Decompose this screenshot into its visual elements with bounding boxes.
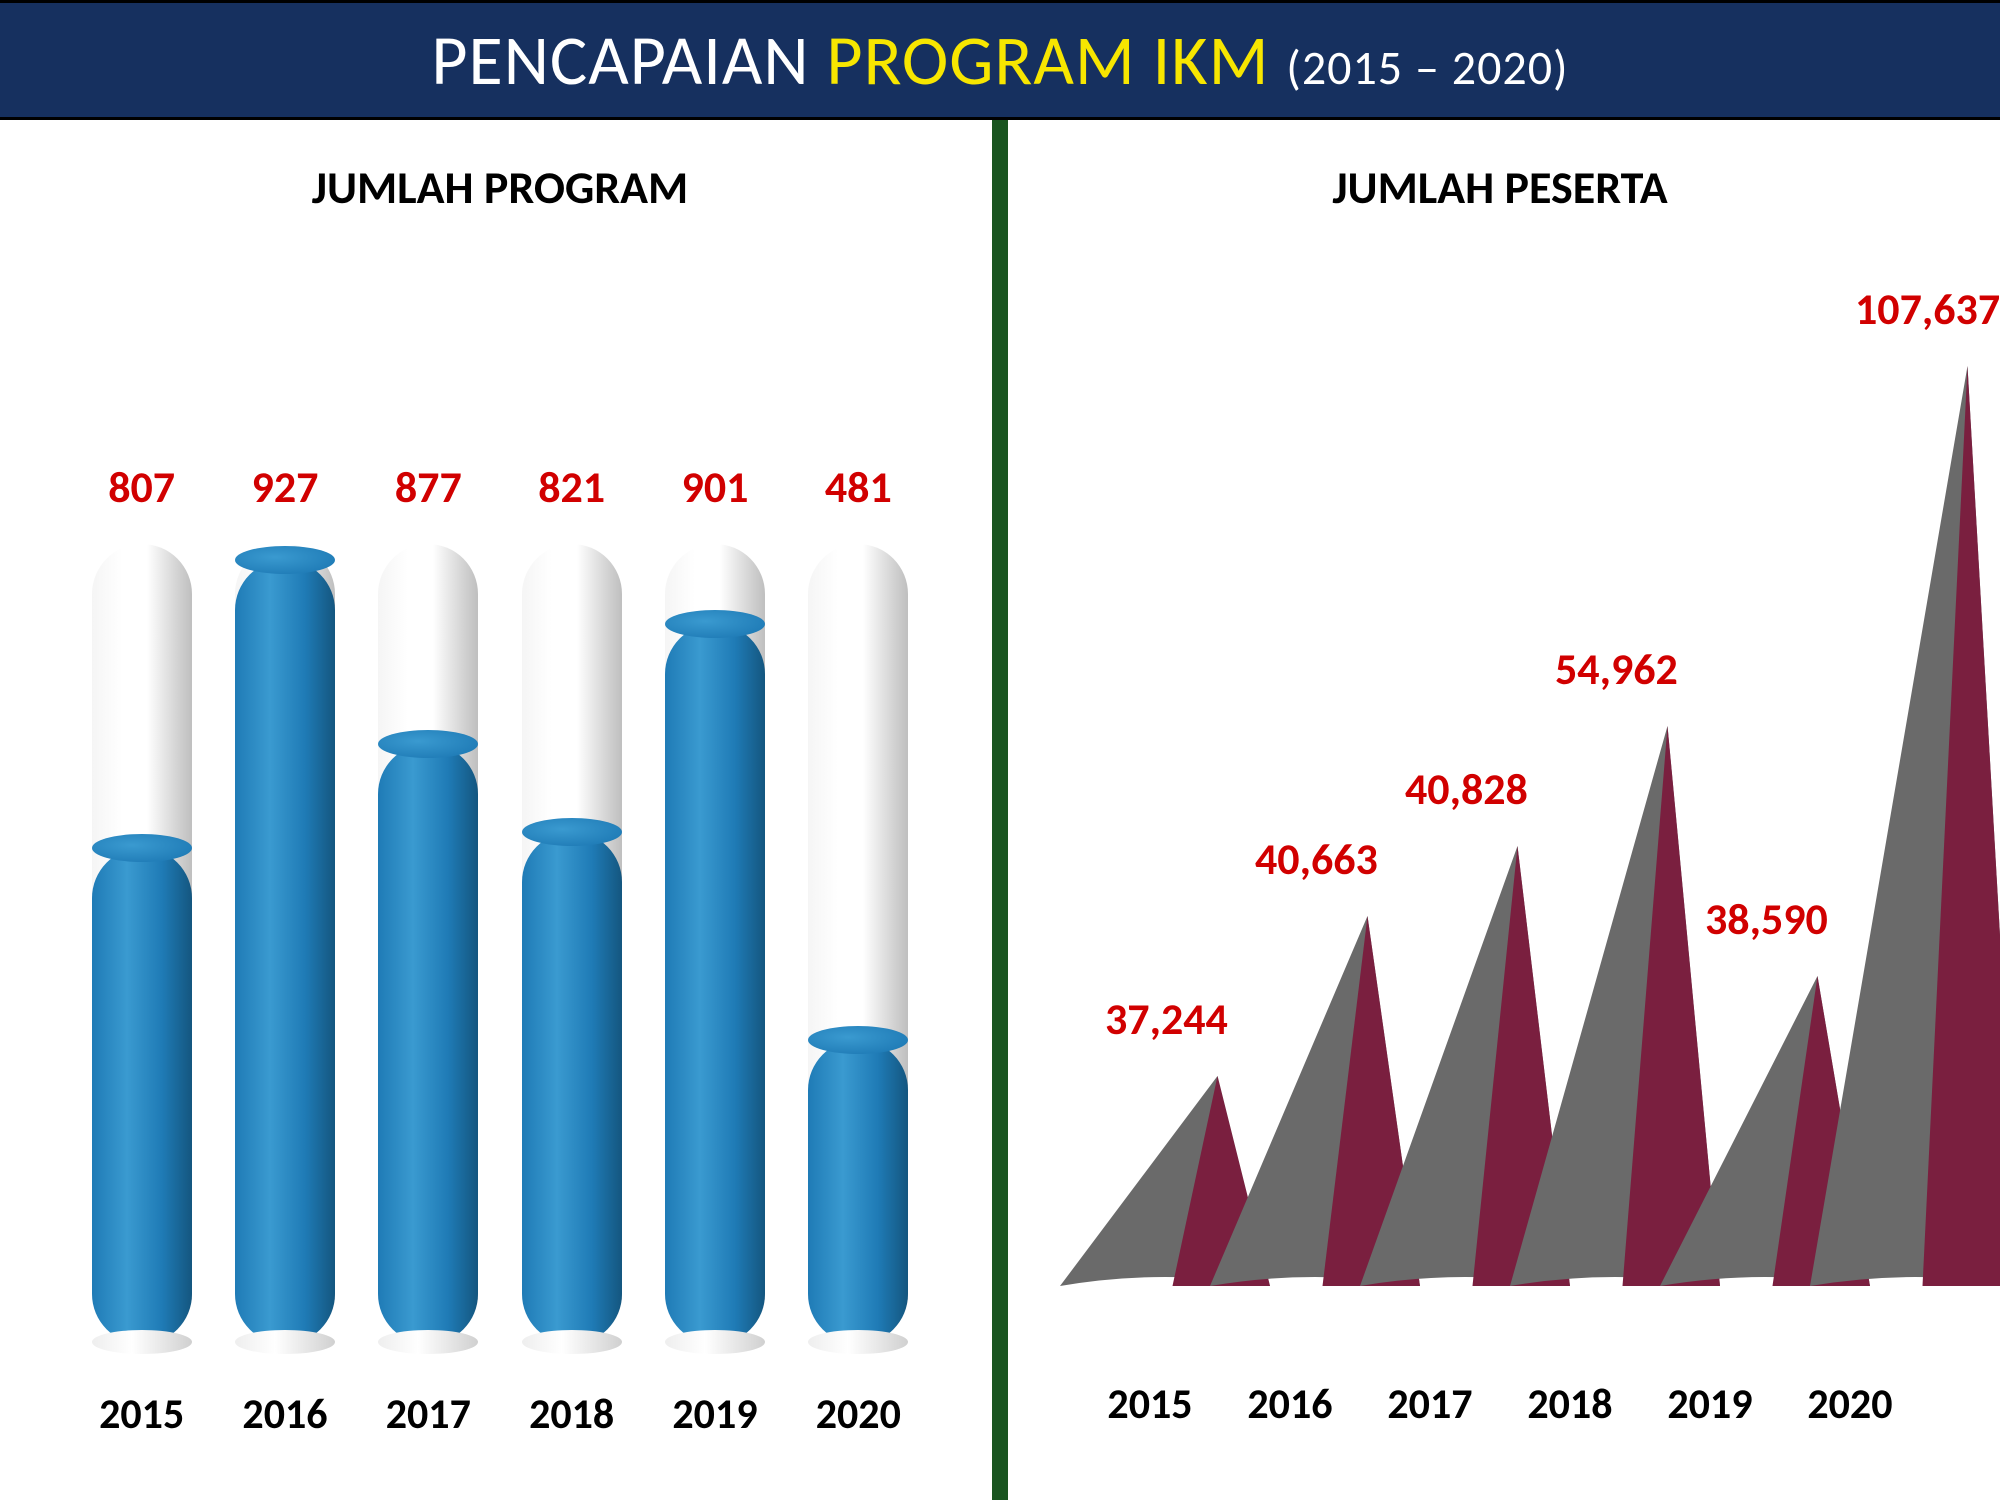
cylinder-base [92, 1330, 192, 1354]
cylinder-base [808, 1330, 908, 1354]
cylinder-top [378, 730, 478, 758]
cylinder-column: 927 2016 [225, 460, 345, 1440]
cylinder-column: 877 2017 [368, 460, 488, 1440]
cylinder-value-label: 927 [252, 460, 319, 514]
year-label: 2020 [816, 1389, 901, 1440]
header-title: PENCAPAIAN PROGRAM IKM (2015 – 2020) [431, 17, 1568, 103]
cone-value-label: 107,637 [1855, 282, 2000, 336]
header-title-part: PENCAPAIAN [431, 17, 826, 103]
cone-chart: 37,24440,66340,82854,96238,590107,637 20… [1050, 286, 1950, 1440]
cylinder [92, 544, 192, 1344]
cylinder-column: 821 2018 [512, 460, 632, 1440]
cylinder-fill [235, 560, 335, 1344]
cylinder-top [808, 1026, 908, 1054]
cone-year-row: 201520162017201820192020 [1050, 1379, 1950, 1430]
cylinder-value-label: 481 [825, 460, 892, 514]
cylinder-top [522, 818, 622, 846]
cone-value-label: 54,962 [1555, 642, 1678, 696]
cylinder-fill [808, 1040, 908, 1344]
cylinder [808, 544, 908, 1344]
year-label: 2016 [1220, 1379, 1360, 1430]
cylinder [378, 544, 478, 1344]
header-title-part: PROGRAM IKM [826, 17, 1286, 103]
left-panel-title: JUMLAH PROGRAM [312, 160, 689, 216]
content: JUMLAH PROGRAM 807 2015 927 2016 877 2017 821 2… [0, 120, 2000, 1500]
year-label: 2017 [386, 1389, 471, 1440]
year-label: 2017 [1360, 1379, 1500, 1430]
year-label: 2015 [1080, 1379, 1220, 1430]
year-label: 2016 [242, 1389, 327, 1440]
header-title-part: (2015 – 2020) [1286, 38, 1568, 97]
cylinder [665, 544, 765, 1344]
right-panel-title: JUMLAH PESERTA [1332, 160, 1667, 216]
header: PENCAPAIAN PROGRAM IKM (2015 – 2020) [0, 0, 2000, 120]
left-panel: JUMLAH PROGRAM 807 2015 927 2016 877 2017 821 2… [0, 120, 1000, 1500]
cylinder-value-label: 821 [538, 460, 605, 514]
cylinder-base [235, 1330, 335, 1354]
cylinder-base [522, 1330, 622, 1354]
cylinder-chart: 807 2015 927 2016 877 2017 821 2018 901 2019 481 20… [50, 286, 950, 1440]
cylinder-column: 481 2020 [798, 460, 918, 1440]
year-label: 2015 [99, 1389, 184, 1440]
cylinder-fill [92, 848, 192, 1344]
cylinder-base [665, 1330, 765, 1354]
cylinder-top [665, 610, 765, 638]
cylinder-fill [665, 624, 765, 1344]
year-label: 2018 [529, 1389, 614, 1440]
year-label: 2019 [672, 1389, 757, 1440]
cone-plot: 37,24440,66340,82854,96238,590107,637 [1080, 286, 1920, 1286]
cylinder-fill [522, 832, 622, 1344]
cylinder-value-label: 877 [395, 460, 462, 514]
cylinder-top [92, 834, 192, 862]
cylinder-value-label: 807 [108, 460, 175, 514]
cylinder-value-label: 901 [682, 460, 749, 514]
right-panel: JUMLAH PESERTA 37,24440,66340,82854,9623… [1000, 120, 2000, 1500]
year-label: 2020 [1780, 1379, 1920, 1430]
cylinder-base [378, 1330, 478, 1354]
cylinder-fill [378, 744, 478, 1344]
cone [1810, 366, 2000, 1286]
cylinder-column: 807 2015 [82, 460, 202, 1440]
cylinder-top [235, 546, 335, 574]
cylinder-column: 901 2019 [655, 460, 775, 1440]
cylinder [522, 544, 622, 1344]
year-label: 2019 [1640, 1379, 1780, 1430]
year-label: 2018 [1500, 1379, 1640, 1430]
cylinder [235, 544, 335, 1344]
divider [992, 120, 1008, 1500]
